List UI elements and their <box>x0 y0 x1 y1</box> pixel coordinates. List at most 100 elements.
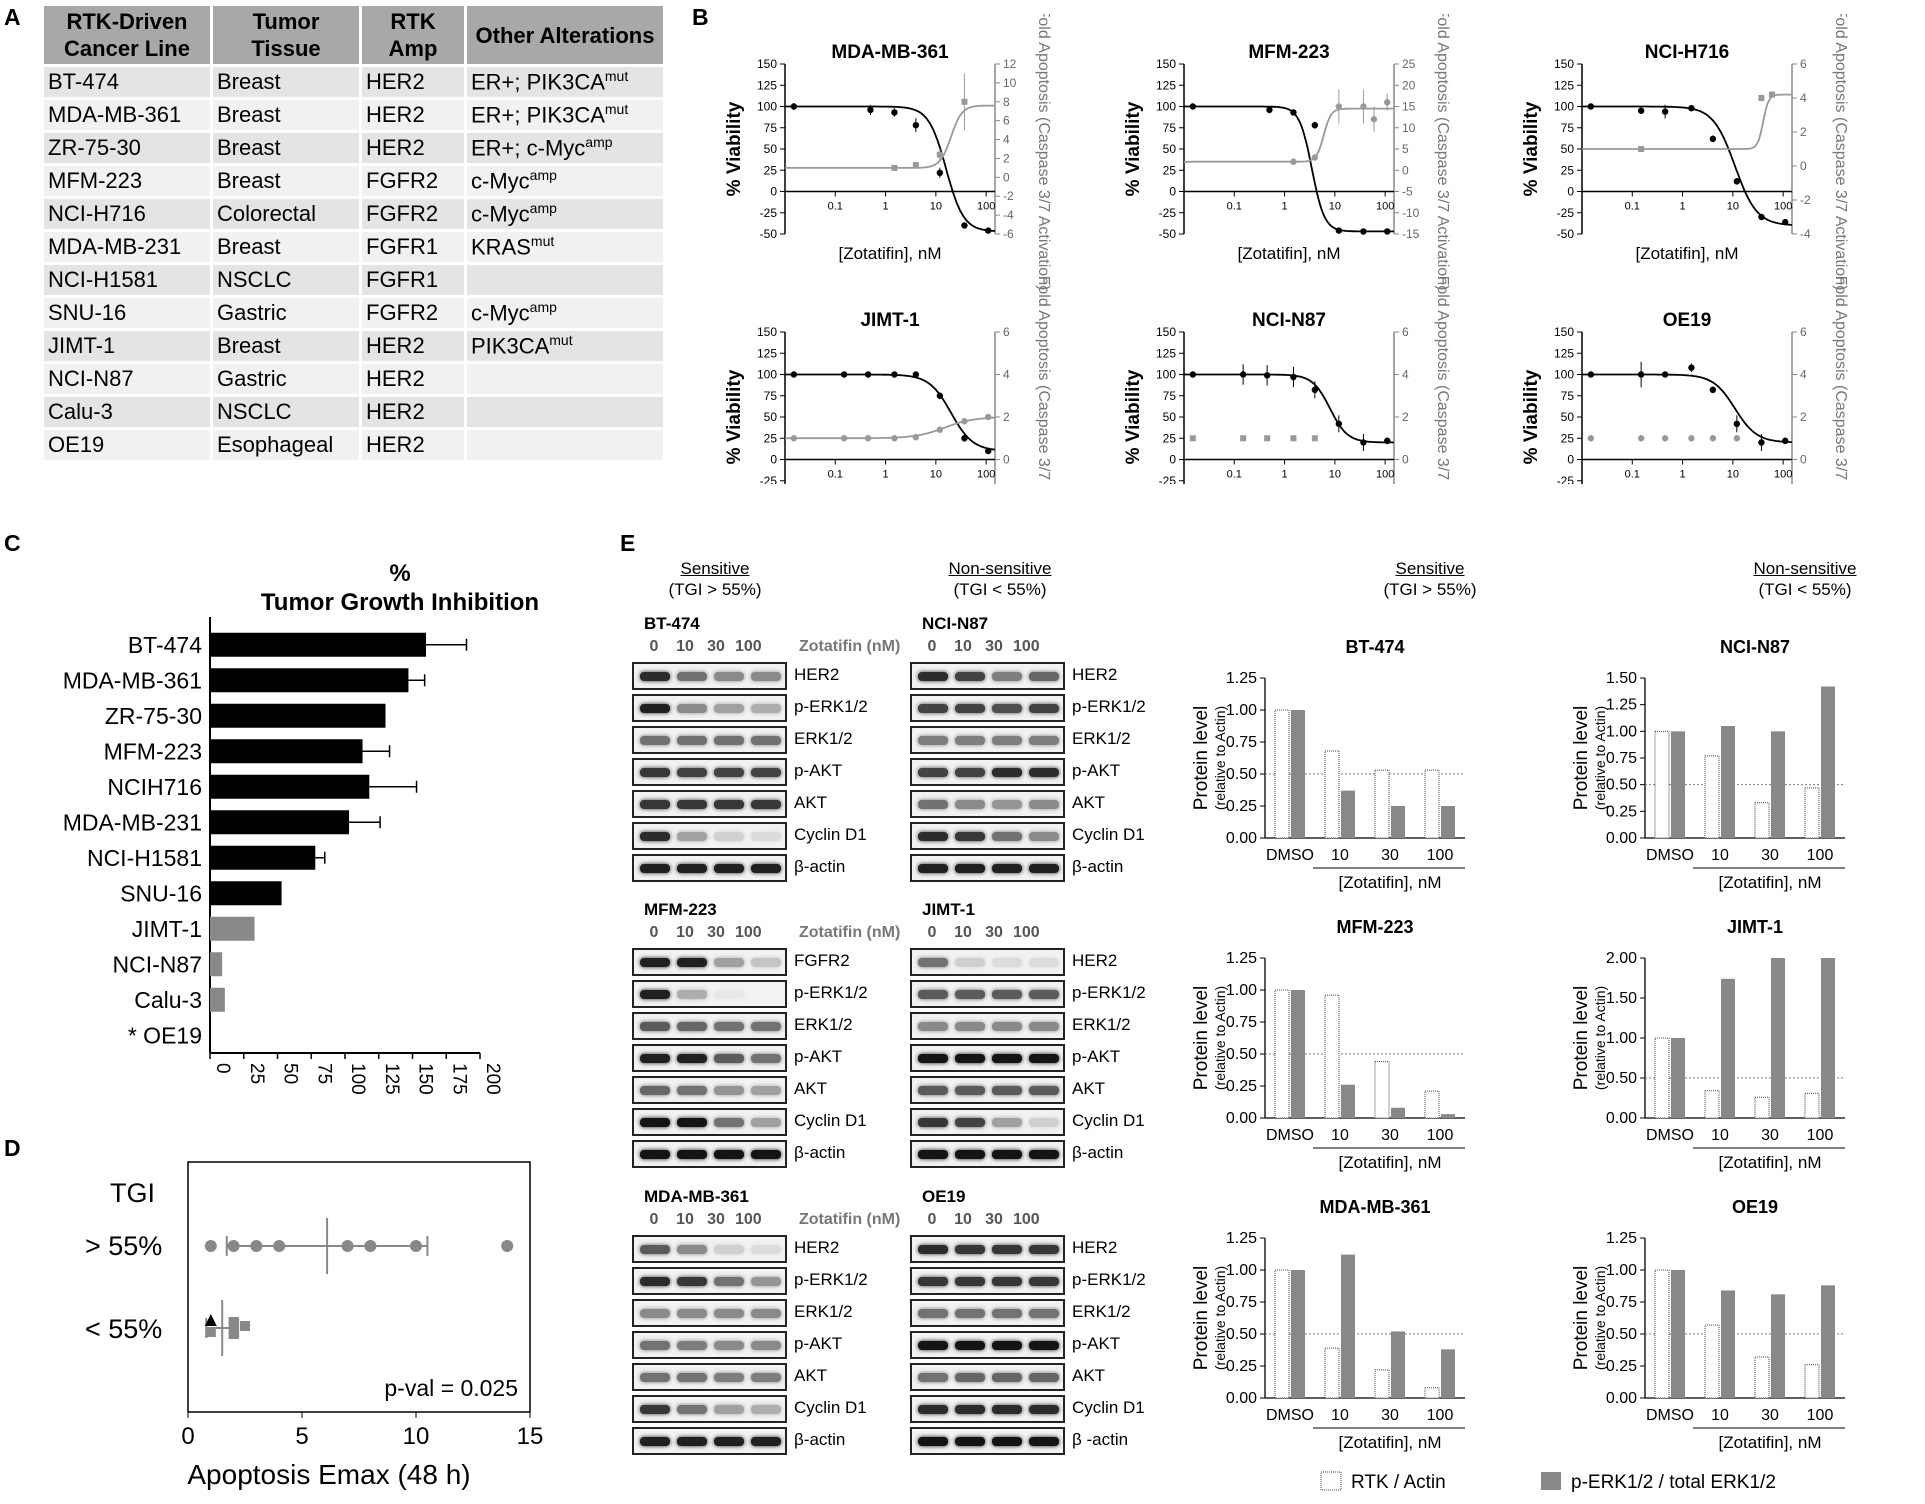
tgi-bar-chart: %Tumor Growth Inhibition BT-474 MDA-MB-361… <box>63 560 539 1095</box>
x-tick-label: 1 <box>1680 201 1686 213</box>
y-tick-label: 0.75 <box>1226 1294 1257 1311</box>
data-point <box>341 1240 354 1252</box>
apoptosis-point <box>864 435 872 442</box>
blot-band <box>751 832 781 841</box>
y2-axis-label: Fold Apoptosis (Caspase 3/7 Activation) <box>1832 276 1849 484</box>
apoptosis-point <box>891 435 898 442</box>
rtk-bar <box>1754 1356 1770 1399</box>
viability-point <box>1311 386 1319 393</box>
apoptosis-point <box>1661 435 1669 442</box>
perk-bar <box>1821 1285 1835 1398</box>
viability-point <box>1637 107 1645 114</box>
y2-tick-label: 2 <box>1003 151 1010 165</box>
category-label: 10 <box>1331 1127 1349 1144</box>
blot-strip <box>910 1108 1065 1136</box>
quant-nonsensitive-title: Non-sensitive <box>1753 559 1857 578</box>
y-tick-label: 125 <box>1156 346 1176 360</box>
blot-band <box>714 800 744 809</box>
blot-band <box>640 1373 670 1382</box>
table-cell: FGFR2 <box>360 295 467 330</box>
dose-response-charts: MDA-MB-361-50-250255075100125150-6-4-202… <box>724 14 1849 484</box>
blot-band <box>640 1245 670 1254</box>
y-axis-label: Protein level <box>1191 1266 1212 1371</box>
x-axis-label: [Zotatifin], nM <box>1339 873 1442 892</box>
blot-band <box>677 1437 707 1446</box>
blot-strip <box>632 726 787 754</box>
viability-point <box>1709 386 1717 393</box>
dose-label: 0 <box>927 1211 937 1228</box>
cell-line-table-container: RTK-Driven Cancer Line Tumor Tissue RTK … <box>44 6 666 460</box>
y-tick-label: 0.75 <box>1226 734 1257 751</box>
data-point <box>204 1240 217 1252</box>
blot-protein-label: p-AKT <box>1072 761 1121 780</box>
dose-label: 10 <box>954 1211 972 1228</box>
viability-point <box>1587 371 1595 378</box>
blot-band <box>751 736 781 745</box>
blot-strip <box>910 1363 1065 1391</box>
blot-protein-label: Cyclin D1 <box>794 1398 867 1417</box>
y2-tick-label: 8 <box>1003 95 1010 109</box>
y-tick-label: -50 <box>1159 227 1177 241</box>
dose-label: 10 <box>676 638 694 655</box>
y-tick-label: 125 <box>1554 346 1574 360</box>
blot-band <box>955 1150 985 1159</box>
viability-point <box>790 103 798 110</box>
alteration-superscript: amp <box>585 134 613 151</box>
blot-band <box>1029 832 1059 841</box>
x-tick-label: 100 <box>1774 469 1792 481</box>
blot-band <box>640 1277 670 1286</box>
blot-band <box>992 704 1022 713</box>
plot-title: MFM-223 <box>1248 42 1329 63</box>
blot-band <box>714 1150 744 1159</box>
y-tick-label: 1.25 <box>1226 1230 1257 1247</box>
table-row: NCI-H1581 NSCLC FGFR1 <box>44 262 666 297</box>
y-tick-label: 0.25 <box>1226 1358 1257 1375</box>
blot-band <box>1029 800 1059 809</box>
protein-level-plot: OE19 0.00 0.25 0.50 0.75 1.00 1.25 DMSO 10 30 100 [… <box>1571 1197 1845 1452</box>
blot-band <box>918 1277 948 1286</box>
blot-protein-label: p-AKT <box>1072 1334 1121 1353</box>
blot-band <box>714 864 744 873</box>
x-tick-label: 0.1 <box>1625 469 1640 481</box>
blot-strip <box>632 854 787 882</box>
tgi-bar <box>210 668 409 693</box>
blot-band <box>677 1277 707 1286</box>
y-tick-label: 25 <box>1163 431 1177 445</box>
data-point <box>205 1327 216 1337</box>
panel-label-c: C <box>4 530 21 556</box>
y2-tick-label: -6 <box>1003 227 1014 241</box>
blot-band <box>955 768 985 777</box>
x-axis-label: Apoptosis Emax (48 h) <box>187 1459 470 1490</box>
blot-band <box>992 1341 1022 1350</box>
y-tick-label: 50 <box>1561 410 1575 424</box>
apoptosis-point <box>1638 146 1645 152</box>
apoptosis-point <box>1311 154 1319 161</box>
apoptosis-point <box>1637 435 1645 442</box>
y-tick-label: 0.00 <box>1226 1390 1257 1407</box>
dose-label: 0 <box>927 924 937 941</box>
viability-point <box>961 222 968 229</box>
blot-protein-label: p-AKT <box>794 1334 843 1353</box>
apoptosis-point <box>912 433 920 441</box>
data-point <box>250 1240 263 1252</box>
blot-band <box>751 1245 781 1254</box>
y2-tick-label: 25 <box>1402 57 1416 71</box>
viability-point <box>1733 178 1741 185</box>
quant-sensitive-tgi: (TGI > 55%) <box>1383 580 1477 599</box>
blot-band <box>955 704 985 713</box>
western-nonsensitive-title: Non-sensitive <box>948 559 1052 578</box>
blot-protein-label: AKT <box>794 1366 828 1385</box>
y2-tick-label: 0 <box>1402 163 1409 177</box>
apoptosis-point <box>1290 158 1297 165</box>
table-row: BT-474 Breast HER2 ER+; PIK3CAmut <box>44 64 666 99</box>
blot-strip <box>910 980 1065 1008</box>
y-tick-label: 100 <box>1554 368 1574 382</box>
blot-band <box>751 1373 781 1382</box>
perk-bar <box>1771 731 1785 838</box>
table-row: JIMT-1 Breast HER2 PIK3CAmut <box>44 328 666 363</box>
blot-band <box>918 704 948 713</box>
x-tick-label: 10 <box>930 469 942 481</box>
western-sensitive-tgi: (TGI > 55%) <box>668 580 762 599</box>
blot-band <box>714 1245 744 1254</box>
blot-band <box>1029 1150 1059 1159</box>
